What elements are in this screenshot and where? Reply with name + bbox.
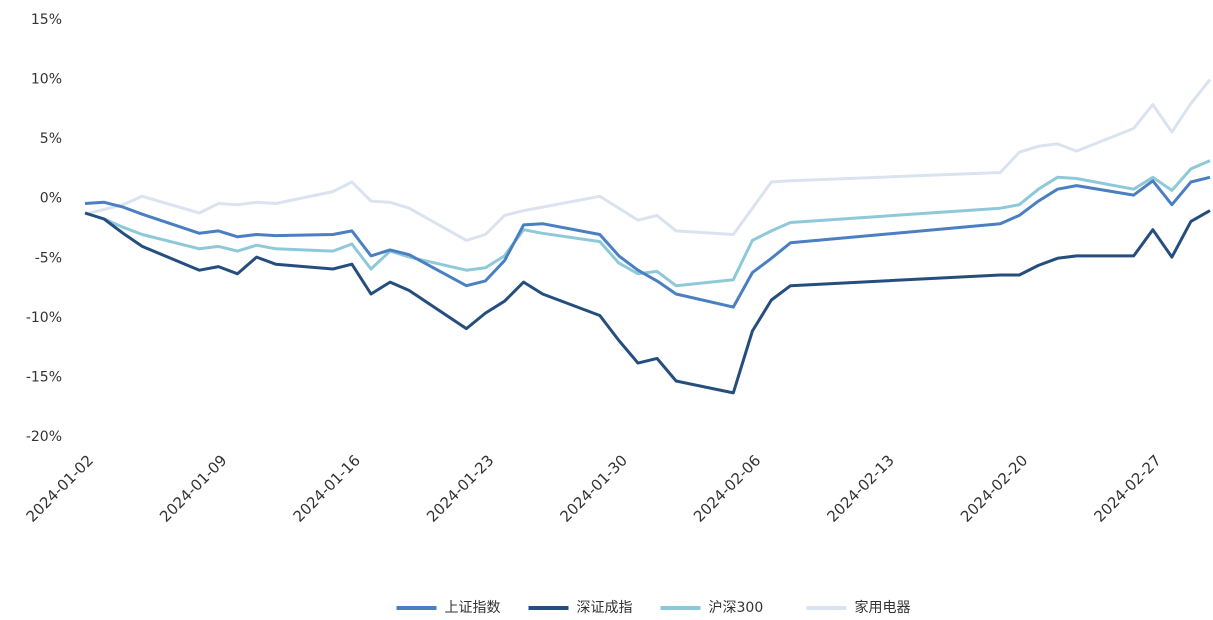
x-tick-label: 2024-01-09 (156, 451, 230, 525)
line-series (84, 209, 1211, 395)
y-tick-label: 0% (40, 191, 62, 207)
x-tick-label: 2024-02-27 (1090, 451, 1164, 525)
y-tick-label: -5% (35, 250, 62, 266)
x-tick-label: 2024-01-16 (290, 451, 364, 525)
legend-label: 家用电器 (855, 599, 911, 616)
x-tick-label: 2024-01-30 (557, 451, 631, 525)
legend-label: 深证成指 (577, 600, 633, 616)
line-series (84, 175, 1211, 309)
y-tick-label: 10% (31, 72, 62, 88)
x-tick-label: 2024-01-23 (423, 451, 497, 525)
y-tick-label: -20% (26, 429, 62, 445)
x-tick-label: 2024-02-20 (957, 451, 1031, 525)
x-tick-label: 2024-02-06 (690, 451, 764, 525)
line-series (84, 78, 1212, 242)
x-tick-label: 2024-02-13 (823, 451, 897, 525)
y-tick-label: 15% (31, 12, 62, 28)
y-tick-label: 5% (40, 131, 62, 147)
x-tick-label: 2024-01-02 (23, 451, 97, 525)
line-series (84, 159, 1211, 288)
legend-label: 沪深300 (709, 600, 764, 616)
legend-label: 上证指数 (445, 600, 501, 616)
y-tick-label: -10% (26, 310, 62, 326)
y-tick-label: -15% (26, 369, 62, 385)
